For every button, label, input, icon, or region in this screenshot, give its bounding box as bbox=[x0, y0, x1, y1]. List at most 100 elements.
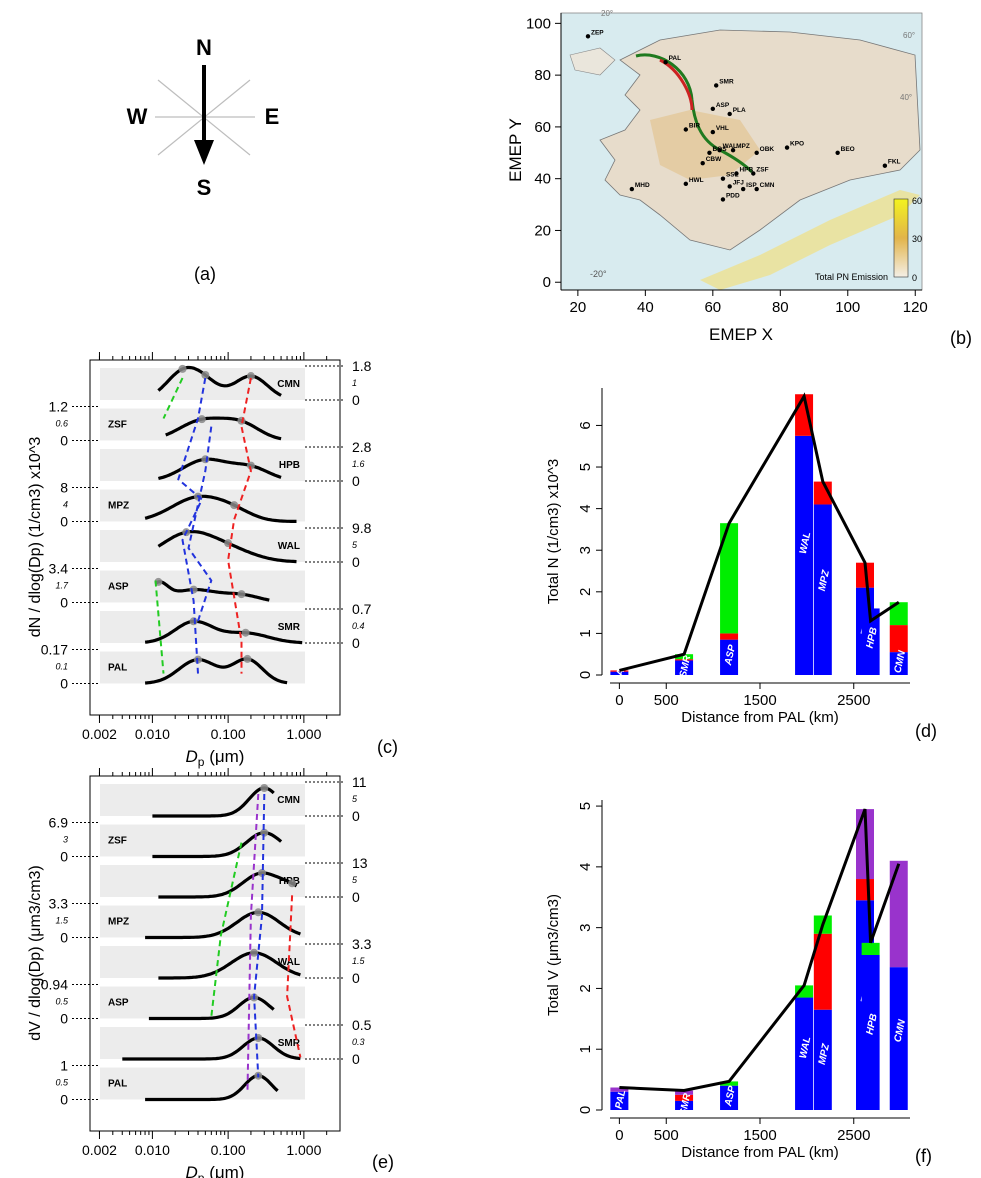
y-tick-label: 5 bbox=[577, 463, 594, 471]
y-tick-label: 5 bbox=[577, 802, 594, 810]
x-tick-label: 0.100 bbox=[211, 1142, 246, 1158]
right-scale-max: 11 bbox=[352, 774, 367, 790]
station-band bbox=[100, 784, 305, 816]
bar-segment-purple bbox=[610, 1087, 629, 1092]
station-band bbox=[100, 449, 305, 481]
panel-label-b: (b) bbox=[950, 328, 972, 348]
right-scale-zero: 0 bbox=[352, 970, 360, 986]
right-scale-max: 0.5 bbox=[352, 1017, 372, 1033]
map-station-marker bbox=[713, 83, 719, 88]
left-scale-zero: 0 bbox=[60, 433, 68, 449]
bar-segment-red bbox=[856, 879, 874, 901]
station-label: WAL bbox=[278, 957, 300, 968]
bar-segment-red bbox=[813, 933, 832, 1010]
map-x-tick-label: 80 bbox=[772, 299, 789, 316]
panel-label-d: (d) bbox=[915, 721, 937, 741]
x-axis-label-unit: (μm) bbox=[204, 1163, 244, 1178]
x-axis-label: Distance from PAL (km) bbox=[681, 709, 839, 726]
map-station-label: KPO bbox=[790, 141, 804, 148]
map-station-marker bbox=[700, 160, 705, 166]
bar-label: SMR bbox=[678, 1092, 694, 1117]
bar-label: CMN bbox=[893, 649, 909, 674]
mode-marker bbox=[197, 415, 206, 424]
station-band bbox=[100, 1027, 305, 1059]
map-station-marker bbox=[882, 163, 888, 168]
map-station-label: MHD bbox=[635, 182, 650, 189]
map-station-marker bbox=[629, 186, 635, 192]
map-greenland bbox=[569, 47, 616, 76]
y-axis-label: dV / dlog(Dp) (μm3/cm3) bbox=[27, 865, 44, 1040]
mode-marker bbox=[260, 784, 269, 792]
left-scale-mid: 0.5 bbox=[55, 1078, 69, 1088]
map-station-label: ISP bbox=[746, 182, 757, 189]
left-scale-max: 8 bbox=[60, 480, 68, 496]
mode-track-line bbox=[154, 580, 165, 674]
x-tick-label: 2500 bbox=[837, 692, 870, 709]
map-station-marker bbox=[727, 184, 732, 189]
left-scale-zero: 0 bbox=[60, 1011, 68, 1027]
left-scale-max: 1.2 bbox=[49, 399, 69, 415]
bar-segment-blue bbox=[720, 639, 739, 675]
total-line bbox=[619, 392, 900, 672]
mode-marker bbox=[246, 461, 255, 470]
mode-track-line bbox=[177, 377, 207, 674]
map-station-marker bbox=[740, 186, 746, 192]
panel-d: 0 500 1500 2500 0 1 2 3 4 5 6 Distance from PAL (km… bbox=[545, 388, 910, 726]
map-station-marker bbox=[754, 186, 759, 192]
right-scale-mid: 0.4 bbox=[352, 621, 365, 631]
bar-segment-green bbox=[889, 602, 908, 626]
right-scale-mid: 1 bbox=[352, 378, 357, 388]
left-scale-mid: 0.1 bbox=[55, 662, 68, 672]
bar-segment-green bbox=[720, 523, 739, 634]
map-station-marker bbox=[710, 129, 716, 135]
map-station-marker bbox=[734, 171, 739, 176]
panel-label-c: (c) bbox=[377, 737, 398, 757]
size-distribution-curve bbox=[144, 619, 303, 645]
map-station-label: PAL bbox=[669, 55, 682, 62]
mode-marker bbox=[288, 879, 297, 888]
map-stations: ZEPPALSMRASPPLABIRVHLBOSWALMPZOBKKPOBEOC… bbox=[585, 29, 901, 202]
bar-segment-blue bbox=[610, 1091, 629, 1110]
right-scale-max: 2.8 bbox=[352, 439, 372, 455]
right-scale-mid: 5 bbox=[352, 875, 358, 885]
right-scale-zero: 0 bbox=[352, 554, 360, 570]
bar-segment-red bbox=[675, 1094, 694, 1101]
size-distribution-curve bbox=[157, 365, 282, 397]
map-panel: ZEPPALSMRASPPLABIRVHLBOSWALMPZOBKKPOBEOC… bbox=[506, 9, 972, 348]
station-label: WAL bbox=[278, 541, 300, 552]
bar-segment-green bbox=[795, 985, 814, 998]
map-station-label: ZEP bbox=[591, 29, 604, 36]
x-axis-label-subscript: p bbox=[198, 755, 205, 769]
right-scale-max: 9.8 bbox=[352, 520, 372, 536]
left-scale-mid: 1.7 bbox=[55, 581, 69, 591]
bar-segment-blue bbox=[720, 1085, 739, 1110]
y-tick-label: 4 bbox=[577, 863, 594, 871]
x-axis-label-unit: (μm) bbox=[204, 747, 244, 766]
right-scale-zero: 0 bbox=[352, 473, 360, 489]
map-y-tick-label: 80 bbox=[534, 67, 551, 84]
right-scale-zero: 0 bbox=[352, 392, 360, 408]
mode-track-line bbox=[246, 793, 260, 1090]
bar-label: CMN bbox=[893, 1018, 909, 1043]
map-station-label: ASP bbox=[716, 102, 730, 109]
right-scale-mid: 0.3 bbox=[352, 1037, 365, 1047]
bar-segment-blue bbox=[610, 671, 629, 675]
y-axis-label: Total N (1/cm3) x10^3 bbox=[545, 459, 562, 604]
panel-label-a: (a) bbox=[194, 264, 216, 284]
map-station-label: SSL bbox=[726, 172, 739, 179]
mode-track-line bbox=[210, 842, 243, 1017]
mode-marker bbox=[178, 364, 187, 373]
map-station-label: PDD bbox=[726, 192, 740, 199]
mode-marker bbox=[237, 590, 246, 599]
y-tick-label: 3 bbox=[577, 923, 594, 931]
mode-track-line bbox=[187, 426, 213, 622]
map-y-tick-label: 60 bbox=[534, 119, 551, 136]
bar-label: SMR bbox=[678, 654, 694, 679]
left-scale-zero: 0 bbox=[60, 1092, 68, 1108]
x-tick-label: 0.002 bbox=[82, 1142, 117, 1158]
map-axes: 20 40 60 80 100 120 0 20 40 60 80 100 bbox=[526, 13, 928, 316]
size-distribution-curve bbox=[158, 951, 301, 980]
size-distribution-curve bbox=[152, 831, 283, 859]
left-scale-zero: 0 bbox=[60, 676, 68, 692]
